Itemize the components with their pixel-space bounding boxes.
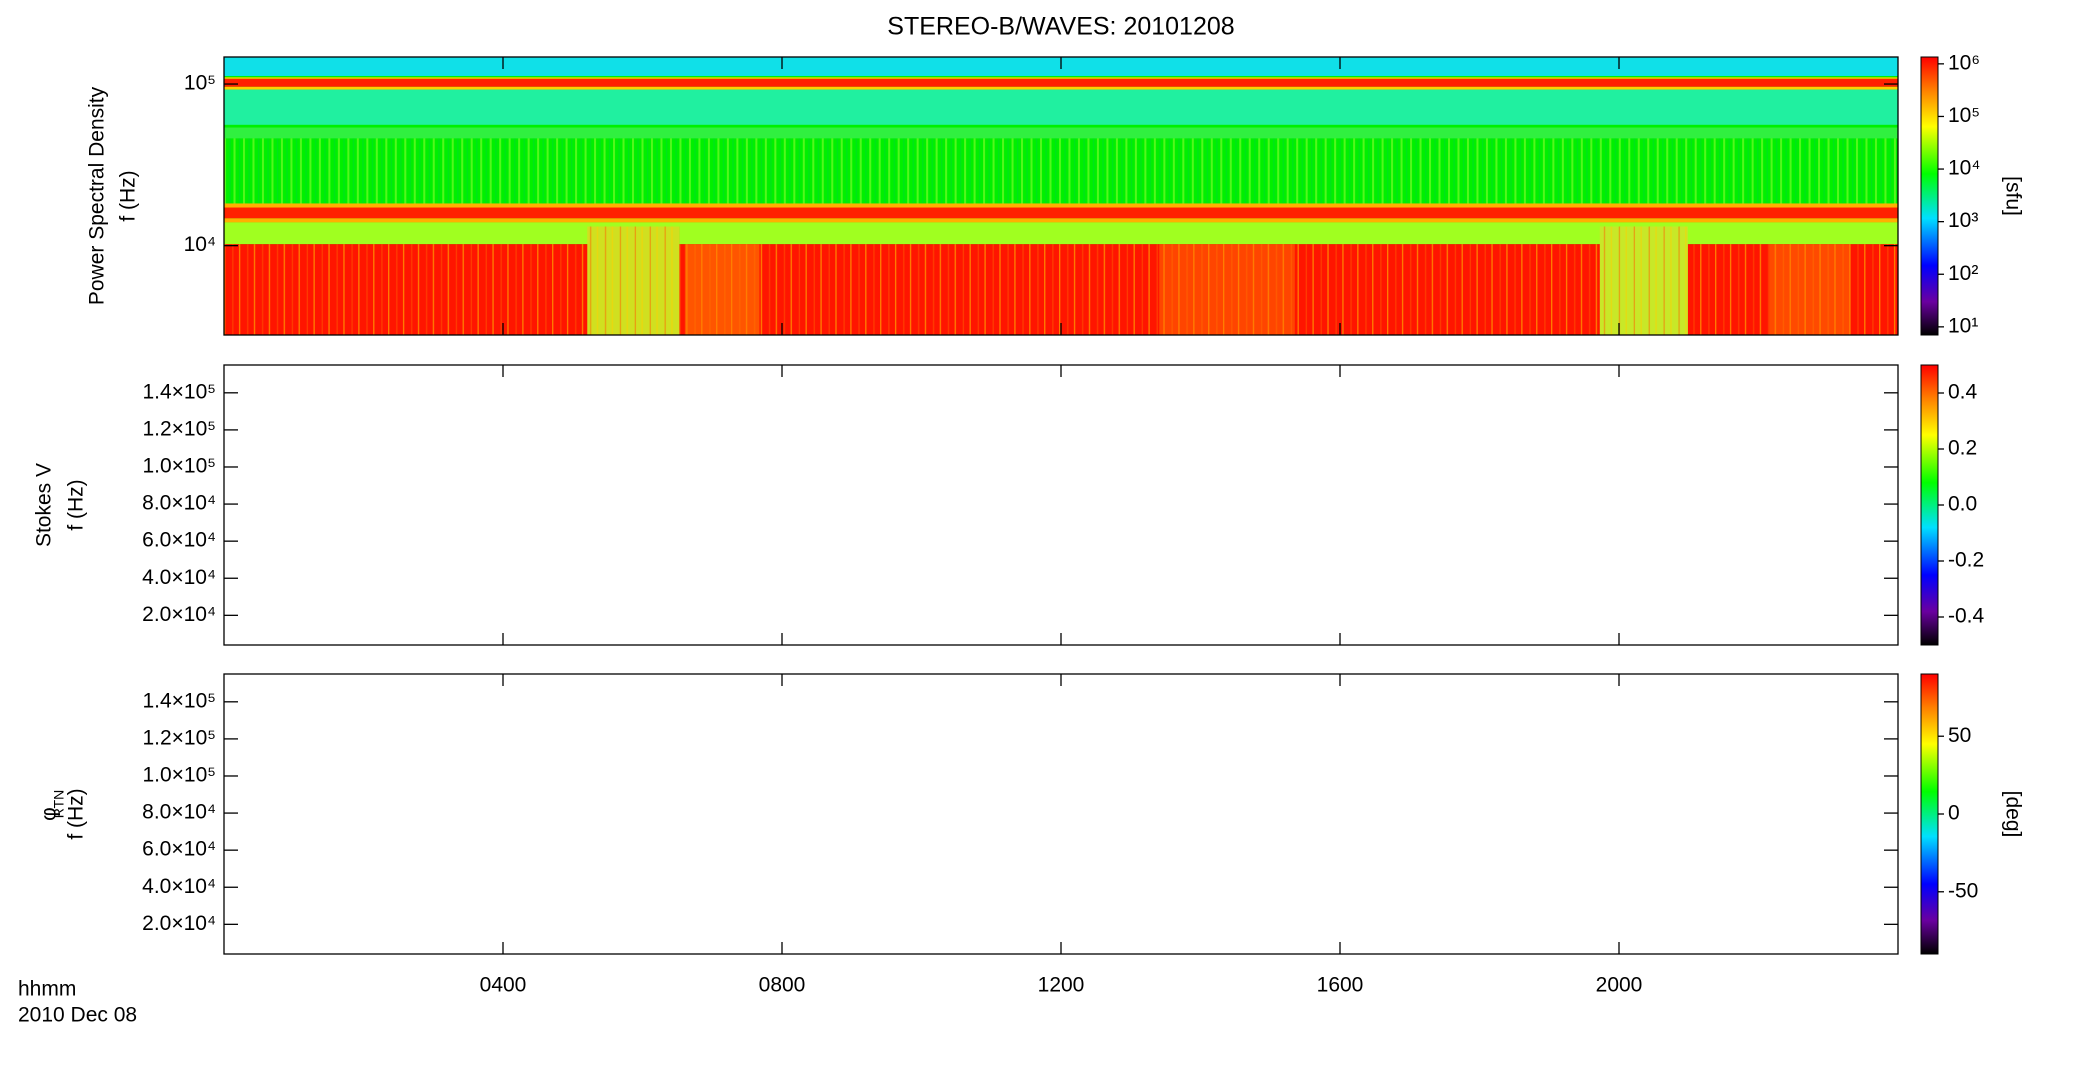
y-axis-label: Power Spectral Density (86, 86, 109, 305)
colorbar-tick-label: 10⁴ (1948, 157, 1980, 180)
panel-frame (223, 673, 1899, 955)
date-label: 2010 Dec 08 (18, 1004, 137, 1027)
y-tick-label: 10⁴ (184, 233, 216, 256)
y-axis-label: φ (38, 807, 61, 821)
colorbar-tick-label: -50 (1948, 879, 1978, 902)
colorbar (1920, 673, 1939, 955)
y-tick-label: 4.0×10⁴ (142, 566, 216, 589)
y-tick-label: 6.0×10⁴ (142, 838, 216, 861)
x-tick-label: 1200 (1038, 974, 1085, 997)
colorbar-tick-label: 10¹ (1948, 314, 1978, 337)
y-axis-label-subscript: RTN (51, 790, 67, 819)
x-tick-label: 0400 (480, 974, 527, 997)
colorbar-tick-label: 10⁵ (1948, 104, 1980, 127)
x-tick-label: 0800 (759, 974, 806, 997)
colorbar-label: [sfu] (2001, 176, 2024, 216)
chart-title: STEREO-B/WAVES: 20101208 (887, 13, 1234, 41)
colorbar-tick-label: 0.0 (1948, 493, 1977, 516)
y-tick-label: 1.2×10⁵ (142, 417, 216, 440)
colorbar-tick-label: 10² (1948, 262, 1978, 285)
spectrogram-image (224, 57, 1898, 335)
y-tick-label: 1.4×10⁵ (142, 689, 216, 712)
y-tick-label: 6.0×10⁴ (142, 529, 216, 552)
y-tick-label: 1.0×10⁵ (142, 764, 216, 787)
colorbar (1920, 56, 1939, 336)
y-tick-label: 2.0×10⁴ (142, 603, 216, 626)
colorbar-label: [deg] (2001, 791, 2024, 838)
x-tick-label: 1600 (1317, 974, 1364, 997)
y-axis-label: f (Hz) (65, 788, 88, 839)
colorbar-tick-label: 0.2 (1948, 437, 1977, 460)
colorbar-tick-label: 0.4 (1948, 381, 1978, 404)
y-tick-label: 8.0×10⁴ (142, 492, 216, 515)
colorbar (1920, 364, 1939, 646)
y-tick-label: 1.2×10⁵ (142, 726, 216, 749)
colorbar-tick-label: -0.2 (1948, 549, 1984, 572)
y-tick-label: 2.0×10⁴ (142, 912, 216, 935)
colorbar-tick-label: -0.4 (1948, 605, 1985, 628)
y-tick-label: 1.4×10⁵ (142, 380, 216, 403)
y-axis-label: Stokes V (33, 463, 56, 547)
colorbar-tick-label: 10⁶ (1948, 51, 1980, 74)
colorbar-tick-label: 0 (1948, 802, 1960, 825)
y-tick-label: 8.0×10⁴ (142, 801, 216, 824)
y-axis-label: f (Hz) (65, 479, 88, 530)
y-tick-label: 10⁵ (184, 72, 216, 95)
y-tick-label: 4.0×10⁴ (142, 875, 216, 898)
colorbar-tick-label: 50 (1948, 724, 1971, 747)
y-axis-label: f (Hz) (117, 170, 140, 221)
panel-frame (223, 364, 1899, 646)
colorbar-tick-label: 10³ (1948, 209, 1978, 232)
x-tick-label: 2000 (1596, 974, 1643, 997)
y-tick-label: 1.0×10⁵ (142, 455, 216, 478)
x-axis-label: hhmm (18, 978, 76, 1001)
